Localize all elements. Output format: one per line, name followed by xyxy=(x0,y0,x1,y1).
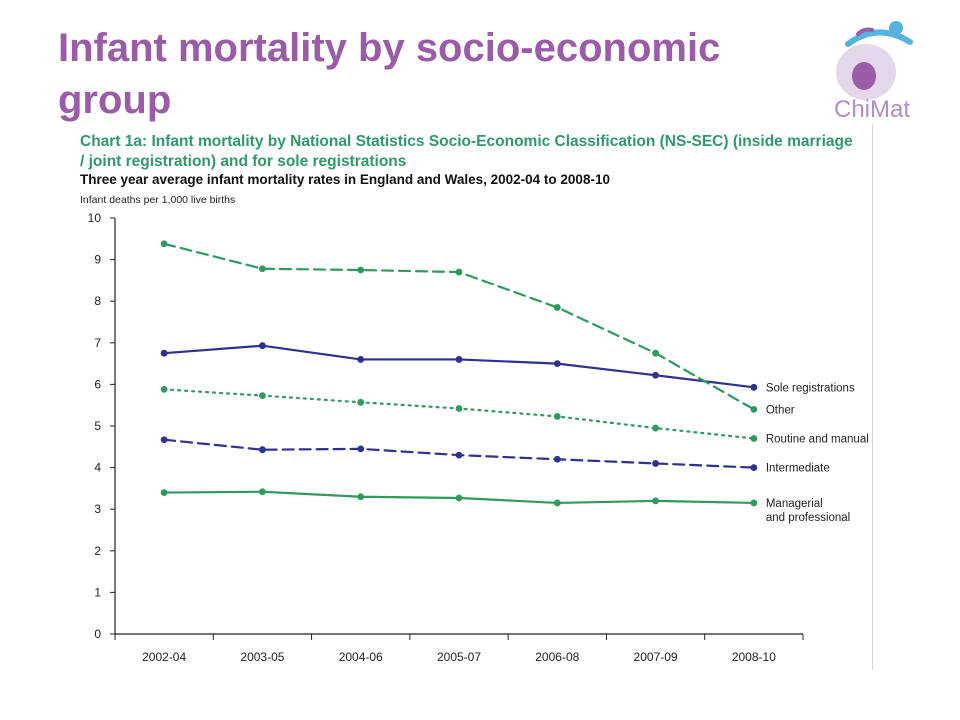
x-tick-label: 2008-10 xyxy=(732,650,776,664)
chart-title: Chart 1a: Infant mortality by National S… xyxy=(80,133,853,170)
y-tick-label: 8 xyxy=(94,294,101,308)
data-point xyxy=(357,493,365,501)
chart-panel xyxy=(76,124,873,670)
data-point xyxy=(750,435,758,442)
slide-title: Infant mortality by socio-economic group xyxy=(58,26,721,122)
x-tick-label: 2002-04 xyxy=(142,650,186,664)
data-point xyxy=(553,360,561,367)
logo-text: ChiMat xyxy=(834,96,911,123)
chart-subtitle: Three year average infant mortality rate… xyxy=(80,172,610,187)
data-point xyxy=(455,494,463,502)
data-point xyxy=(750,499,758,507)
series-label: Intermediate xyxy=(766,463,830,475)
data-point xyxy=(160,385,168,393)
data-point xyxy=(357,398,365,406)
x-tick-label: 2006-08 xyxy=(535,650,579,664)
y-tick-label: 1 xyxy=(94,585,101,599)
x-tick-label: 2005-07 xyxy=(437,650,481,664)
data-point xyxy=(160,240,168,248)
data-point xyxy=(357,445,365,453)
data-point xyxy=(750,464,758,471)
data-point xyxy=(357,356,365,363)
data-point xyxy=(652,460,659,467)
y-tick-label: 0 xyxy=(94,627,101,641)
data-point xyxy=(259,446,266,454)
data-point xyxy=(652,497,659,505)
data-point xyxy=(259,392,266,400)
series-label: Managerial xyxy=(766,498,823,510)
y-tick-label: 4 xyxy=(94,461,101,475)
series-label: Other xyxy=(766,404,795,416)
series-line-0 xyxy=(163,344,755,389)
data-point xyxy=(750,405,758,413)
y-tick-label: 9 xyxy=(94,253,101,267)
y-tick-label: 6 xyxy=(94,377,101,391)
data-point xyxy=(160,436,168,444)
data-point xyxy=(455,268,463,276)
data-point xyxy=(259,488,266,496)
data-point xyxy=(652,349,659,357)
data-point xyxy=(259,265,266,273)
data-point xyxy=(455,356,463,363)
data-point xyxy=(750,383,758,391)
x-tick-label: 2003-05 xyxy=(240,650,284,664)
y-tick-label: 7 xyxy=(94,336,101,350)
chimat-logo-icon xyxy=(836,21,913,100)
x-tick-label: 2007-09 xyxy=(634,650,678,664)
data-point xyxy=(455,451,463,459)
data-point xyxy=(652,371,659,379)
y-tick-label: 5 xyxy=(94,419,101,433)
data-point xyxy=(357,266,365,274)
data-point xyxy=(553,499,561,507)
data-point xyxy=(455,405,463,412)
series-label: and professional xyxy=(766,512,850,524)
y-tick-label: 10 xyxy=(88,211,102,225)
series-line-1 xyxy=(163,242,755,411)
series-label: Sole registrations xyxy=(766,382,855,394)
series-label: Routine and manual xyxy=(766,433,869,445)
data-point xyxy=(553,304,561,311)
data-point xyxy=(652,424,659,432)
data-point xyxy=(259,342,266,350)
data-point xyxy=(160,489,168,496)
x-tick-label: 2004-06 xyxy=(339,650,383,664)
y-tick-label: 3 xyxy=(94,502,101,516)
series-line-2 xyxy=(163,388,755,440)
data-point xyxy=(553,413,561,420)
y-axis-label: Infant deaths per 1,000 live births xyxy=(80,194,236,206)
y-tick-label: 2 xyxy=(94,544,101,558)
data-point xyxy=(160,349,168,357)
data-point xyxy=(553,455,561,463)
